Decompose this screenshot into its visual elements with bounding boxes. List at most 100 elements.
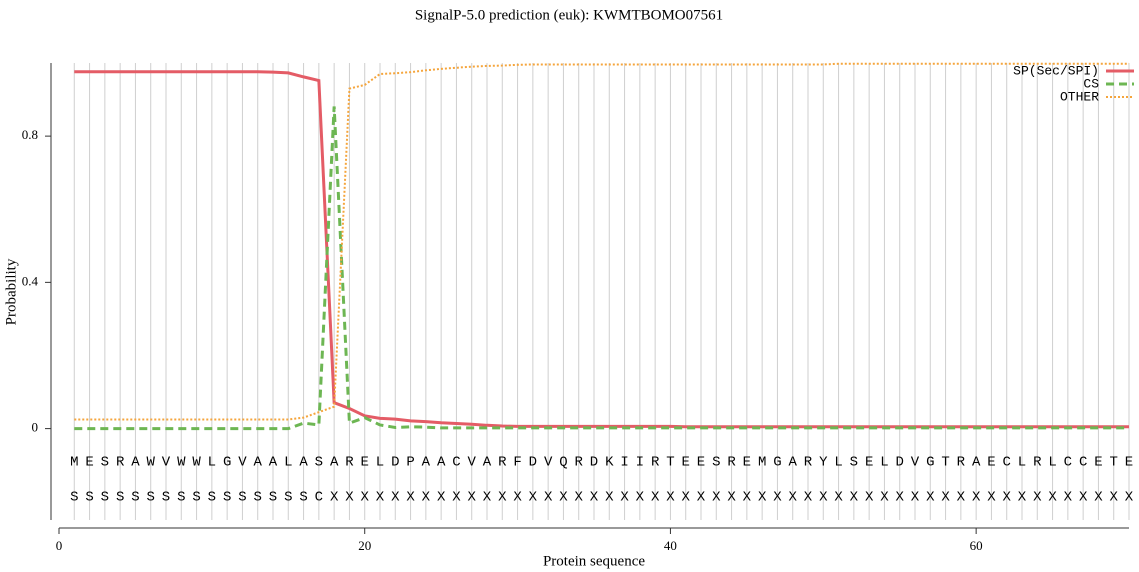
residue: E [865,455,873,471]
residue: R [727,455,736,471]
residue-annotation: X [422,490,431,506]
residue: E [1125,455,1133,471]
y-tick-label: 0.8 [22,127,38,142]
residue-annotation: X [972,490,981,506]
residue: G [926,455,934,471]
residue-annotation: X [498,490,507,506]
residue-annotation: S [192,490,200,506]
legend-label: CS [1083,76,1099,91]
residue-annotation: X [1048,490,1057,506]
residue-annotation: X [1033,490,1042,506]
residue: W [147,455,156,471]
residue-annotation: X [636,490,645,506]
y-tick-label: 0 [32,420,39,435]
residue-annotation: X [697,490,706,506]
residue-annotation: X [330,490,339,506]
residue-annotation: X [452,490,461,506]
residue-annotation: X [544,490,553,506]
residue-annotation: S [299,490,307,506]
residue: A [254,455,263,471]
residue-annotation: X [483,490,492,506]
residue-annotation: X [865,490,874,506]
residue: S [101,455,109,471]
residue-annotation: X [911,490,920,506]
residue: M [758,455,766,471]
residue: E [1094,455,1102,471]
residue: A [422,455,431,471]
residue: S [712,455,720,471]
residue-annotation: X [773,490,782,506]
residue: Q [559,455,567,471]
residue-annotation: S [254,490,262,506]
residue: A [789,455,798,471]
residue: E [743,455,751,471]
residue: I [636,455,644,471]
residue: V [544,455,553,471]
series-line [74,70,1129,429]
residue-annotation: S [85,490,93,506]
legend-label: OTHER [1060,89,1099,104]
residue-annotation: X [743,490,752,506]
residue: D [529,455,537,471]
residue: A [483,455,492,471]
residue: A [437,455,446,471]
residue-annotation: X [1064,490,1073,506]
residue-annotation: S [162,490,170,506]
legend-label: SP(Sec/SPI) [1013,63,1099,78]
residue: L [1048,455,1056,471]
residue-annotation: X [880,490,889,506]
residue: S [850,455,858,471]
residue-annotation: S [269,490,277,506]
residue-annotation: X [345,490,354,506]
residue-annotation: X [819,490,828,506]
residue: L [284,455,292,471]
residue: C [452,455,460,471]
residue: L [880,455,888,471]
chart-title: SignalP-5.0 prediction (euk): KWMTBOMO07… [415,7,723,23]
residue: G [223,455,231,471]
residue-annotation: X [682,490,691,506]
residue-annotation: X [1110,490,1119,506]
residue: E [361,455,369,471]
residue-annotation: X [789,490,798,506]
residue-annotation: X [437,490,446,506]
residue: R [498,455,507,471]
residue-annotation: X [605,490,614,506]
residue-annotation: S [147,490,155,506]
residue-annotation: X [1018,490,1027,506]
residue-annotation: X [804,490,813,506]
residue: T [666,455,674,471]
residue: R [957,455,966,471]
residue-annotation: X [406,490,415,506]
residue-annotation: X [712,490,721,506]
residue: E [85,455,93,471]
residue-annotation: S [223,490,231,506]
residue: A [330,455,339,471]
residue: T [1110,455,1118,471]
residue-annotation: X [468,490,477,506]
x-tick-label: 60 [970,538,983,553]
residue: G [773,455,781,471]
residue: M [70,455,78,471]
residue: V [162,455,171,471]
residue: T [941,455,949,471]
residue-annotation: S [177,490,185,506]
y-axis-label: Probability [3,258,19,325]
residue: L [1018,455,1026,471]
x-tick-label: 20 [358,538,371,553]
residue-annotation: S [284,490,292,506]
residue-annotation: S [238,490,246,506]
residue: R [1033,455,1042,471]
residue: R [345,455,354,471]
residue: D [391,455,399,471]
residue: V [468,455,477,471]
residue: F [513,455,521,471]
residue: E [987,455,995,471]
residue: Y [819,455,828,471]
series-line [74,106,1129,431]
residue-annotation: X [651,490,660,506]
x-tick-label: 0 [56,538,63,553]
residue: I [620,455,628,471]
